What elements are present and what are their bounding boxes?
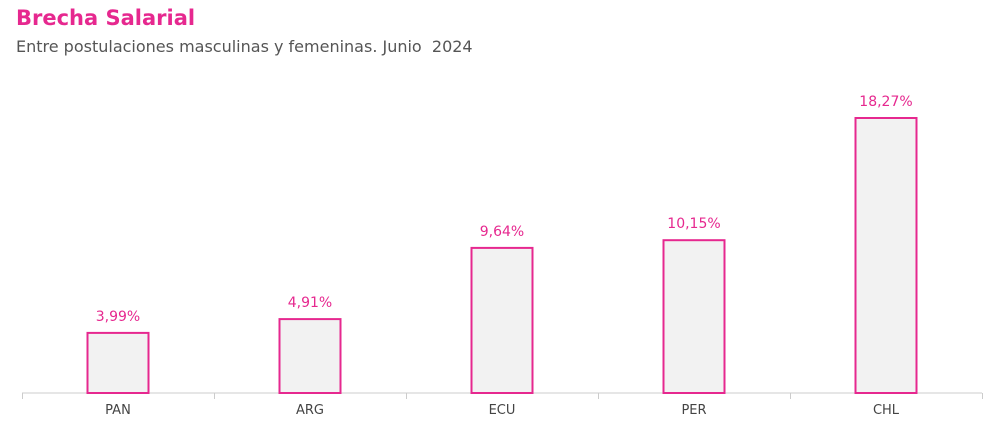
chart-subtitle: Entre postulaciones masculinas y femenin… [16,37,473,56]
x-tick-label-per: PER [681,403,706,418]
data-label-arg: 4,91% [288,295,332,311]
data-label-pan: 3,99% [96,309,140,325]
x-tick-label-chl: CHL [873,403,900,418]
x-tick-labels: PAN ARG ECU PER CHL [105,403,900,418]
x-tick-label-arg: ARG [296,403,324,418]
bar-arg [278,318,342,395]
bar-per [662,239,726,394]
bar-chl [854,117,918,394]
bar-ecu [470,246,534,394]
data-label-ecu: 9,64% [480,224,524,240]
data-label-per: 10,15% [667,216,720,232]
bar-pan [86,331,150,394]
data-label-chl: 18,27% [859,94,912,110]
x-tick-label-ecu: ECU [489,403,516,418]
x-tick-label-pan: PAN [105,403,131,418]
chart-title: Brecha Salarial [16,6,196,30]
bars [86,117,918,395]
data-labels: 3,99% 4,91% 9,64% 10,15% 18,27% [96,94,913,325]
